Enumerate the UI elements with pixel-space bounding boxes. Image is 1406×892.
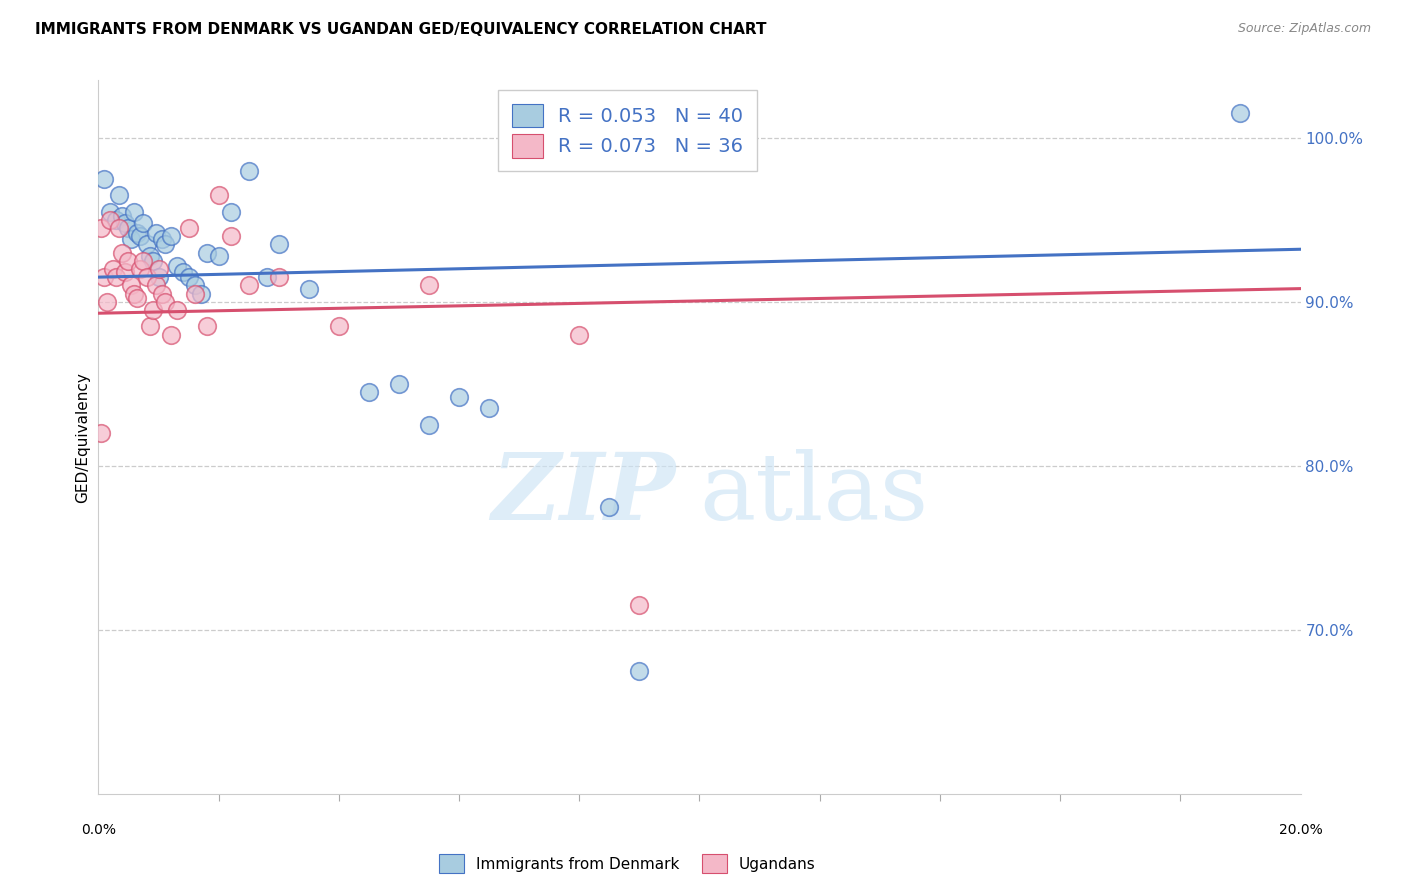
Point: [177, 221, 200, 235]
Text: 0.0%: 0.0%: [82, 823, 115, 838]
Point: [96, 294, 118, 309]
Point: [219, 229, 242, 244]
Point: [111, 210, 134, 224]
Point: [219, 204, 242, 219]
Point: [100, 212, 122, 227]
Point: [150, 286, 173, 301]
Point: [121, 232, 143, 246]
Point: [195, 319, 218, 334]
Point: [145, 226, 167, 240]
Point: [177, 270, 200, 285]
Point: [145, 278, 167, 293]
Point: [117, 221, 139, 235]
Point: [90, 221, 112, 235]
Point: [172, 265, 194, 279]
Point: [108, 221, 131, 235]
Point: [166, 302, 188, 317]
Point: [111, 245, 134, 260]
Point: [108, 188, 131, 202]
Point: [105, 270, 128, 285]
Point: [256, 270, 278, 285]
Point: [183, 278, 205, 293]
Text: ZIP: ZIP: [491, 450, 675, 539]
Point: [141, 253, 163, 268]
Point: [135, 270, 157, 285]
Point: [159, 229, 181, 244]
Point: [138, 249, 160, 263]
Point: [117, 253, 139, 268]
Point: [132, 216, 155, 230]
Point: [357, 384, 380, 399]
Point: [1229, 106, 1251, 120]
Text: Source: ZipAtlas.com: Source: ZipAtlas.com: [1237, 22, 1371, 36]
Point: [447, 390, 470, 404]
Point: [105, 212, 128, 227]
Point: [132, 253, 155, 268]
Point: [141, 302, 163, 317]
Point: [90, 425, 112, 440]
Point: [267, 270, 290, 285]
Point: [238, 163, 260, 178]
Point: [159, 327, 181, 342]
Point: [103, 261, 125, 276]
Point: [148, 270, 170, 285]
Point: [598, 500, 620, 514]
Point: [628, 599, 651, 613]
Legend: Immigrants from Denmark, Ugandans: Immigrants from Denmark, Ugandans: [433, 848, 821, 879]
Point: [129, 229, 152, 244]
Point: [238, 278, 260, 293]
Point: [190, 286, 212, 301]
Point: [138, 319, 160, 334]
Point: [124, 286, 146, 301]
Point: [478, 401, 501, 416]
Point: [150, 232, 173, 246]
Point: [208, 249, 231, 263]
Point: [129, 261, 152, 276]
Text: 20.0%: 20.0%: [1278, 823, 1323, 838]
Point: [135, 237, 157, 252]
Point: [388, 376, 411, 391]
Point: [127, 292, 149, 306]
Point: [418, 417, 440, 432]
Point: [93, 171, 115, 186]
Point: [153, 294, 176, 309]
Point: [328, 319, 350, 334]
Point: [183, 286, 205, 301]
Point: [127, 226, 149, 240]
Point: [298, 282, 321, 296]
Point: [166, 259, 188, 273]
Point: [153, 237, 176, 252]
Point: [100, 204, 122, 219]
Text: atlas: atlas: [700, 450, 929, 539]
Point: [124, 204, 146, 219]
Point: [93, 270, 115, 285]
Text: IMMIGRANTS FROM DENMARK VS UGANDAN GED/EQUIVALENCY CORRELATION CHART: IMMIGRANTS FROM DENMARK VS UGANDAN GED/E…: [35, 22, 766, 37]
Point: [148, 261, 170, 276]
Point: [114, 265, 136, 279]
Point: [568, 327, 591, 342]
Point: [628, 664, 651, 678]
Point: [114, 216, 136, 230]
Point: [121, 278, 143, 293]
Point: [208, 188, 231, 202]
Point: [195, 245, 218, 260]
Y-axis label: GED/Equivalency: GED/Equivalency: [75, 372, 90, 502]
Point: [267, 237, 290, 252]
Point: [418, 278, 440, 293]
